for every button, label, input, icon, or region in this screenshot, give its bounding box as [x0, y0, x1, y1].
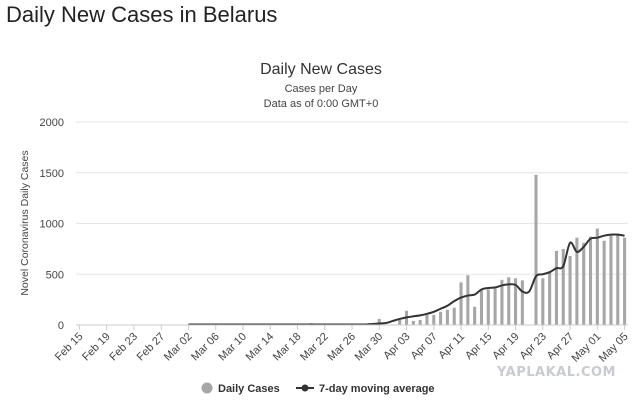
bar-apr-17[interactable]: [500, 279, 504, 325]
bar-apr-05[interactable]: [418, 319, 422, 325]
legend: Daily Cases 7-day moving average: [201, 382, 435, 396]
bar-apr-22[interactable]: [534, 174, 538, 325]
bar-apr-24[interactable]: [548, 271, 552, 325]
x-tick-label: May 01: [569, 331, 603, 365]
y-tick-label: 1500: [40, 168, 64, 180]
bar-apr-10[interactable]: [452, 307, 456, 325]
x-tick-label: Apr 23: [518, 331, 549, 362]
y-tick-label: 500: [46, 269, 64, 281]
chart-title: Daily New Cases: [260, 61, 382, 78]
legend-item-daily-cases[interactable]: Daily Cases: [201, 382, 280, 396]
moving-average-line[interactable]: [188, 233, 625, 326]
x-tick-label: Mar 26: [325, 331, 358, 364]
x-tick-label: Mar 10: [216, 331, 249, 364]
x-tick-label: Mar 30: [353, 331, 386, 364]
bar-apr-29[interactable]: [582, 242, 586, 325]
chart-subtitle-line-2: Data as of 0:00 GMT+0: [264, 98, 379, 110]
x-tick-label: Feb 15: [53, 331, 86, 364]
bar-mar-30[interactable]: [377, 318, 381, 325]
bar-apr-02[interactable]: [398, 319, 402, 325]
bar-apr-06[interactable]: [425, 314, 429, 325]
bar-may-05[interactable]: [623, 237, 627, 325]
x-tick-label: Mar 02: [162, 331, 195, 364]
x-tick-label: Apr 19: [490, 331, 521, 362]
bar-apr-04[interactable]: [411, 320, 415, 325]
bar-may-01[interactable]: [595, 228, 599, 325]
y-tick-label: 2000: [40, 117, 64, 129]
bar-apr-20[interactable]: [520, 280, 524, 325]
x-tick-label: May 05: [597, 331, 631, 365]
bar-apr-28[interactable]: [575, 237, 579, 325]
x-tick-label: Mar 22: [298, 331, 331, 364]
bar-apr-14[interactable]: [479, 290, 484, 325]
y-axis-ticks: 0 500 1000 1500 2000: [40, 117, 64, 332]
bar-apr-07[interactable]: [432, 314, 436, 325]
bar-apr-30[interactable]: [588, 236, 593, 325]
bar-apr-08[interactable]: [439, 311, 443, 325]
x-tick-label: Apr 07: [408, 331, 439, 362]
x-tick-label: Feb 19: [80, 331, 113, 364]
y-tick-label: 0: [58, 320, 64, 332]
x-tick-label: Feb 27: [135, 331, 168, 364]
legend-daily-cases-marker: [201, 382, 213, 394]
moving-average-series: [188, 233, 625, 326]
y-tick-label: 1000: [40, 219, 64, 231]
bar-apr-27[interactable]: [568, 255, 572, 325]
grid-lines: [76, 121, 628, 275]
x-tick-label: Apr 15: [463, 331, 494, 362]
bar-apr-23[interactable]: [541, 278, 545, 325]
bar-apr-15[interactable]: [486, 289, 490, 325]
bar-apr-18[interactable]: [507, 277, 511, 325]
bar-apr-13[interactable]: [473, 306, 477, 325]
bar-apr-26[interactable]: [561, 248, 565, 325]
x-tick-label: Mar 06: [189, 331, 222, 364]
bar-apr-09[interactable]: [445, 309, 449, 325]
legend-moving-average-label: 7-day moving average: [319, 383, 435, 395]
bar-apr-19[interactable]: [514, 278, 518, 325]
bar-may-04[interactable]: [616, 233, 620, 325]
x-tick-label: Mar 18: [271, 331, 304, 364]
bar-may-03[interactable]: [609, 235, 613, 325]
x-tick-label: Mar 14: [244, 331, 277, 364]
y-axis-label: Novel Coronavirus Daily Cases: [19, 150, 31, 295]
bar-may-02[interactable]: [602, 240, 606, 325]
chart-subtitle-line-1: Cases per Day: [285, 83, 358, 95]
x-tick-label: Apr 03: [381, 331, 412, 362]
watermark: YAPLAKAL.COM: [497, 365, 616, 380]
legend-moving-average-marker: [301, 384, 309, 392]
x-tick-label: Feb 23: [107, 331, 140, 364]
bar-apr-25[interactable]: [554, 250, 558, 325]
bar-apr-16[interactable]: [493, 288, 497, 325]
bar-apr-11[interactable]: [459, 282, 463, 325]
page-heading: Daily New Cases in Belarus: [6, 2, 278, 27]
bar-apr-12[interactable]: [466, 275, 470, 325]
daily-cases-bars: [166, 174, 627, 325]
legend-daily-cases-label: Daily Cases: [218, 383, 280, 395]
x-tick-label: Apr 11: [436, 331, 467, 362]
legend-item-moving-average[interactable]: 7-day moving average: [296, 383, 435, 395]
